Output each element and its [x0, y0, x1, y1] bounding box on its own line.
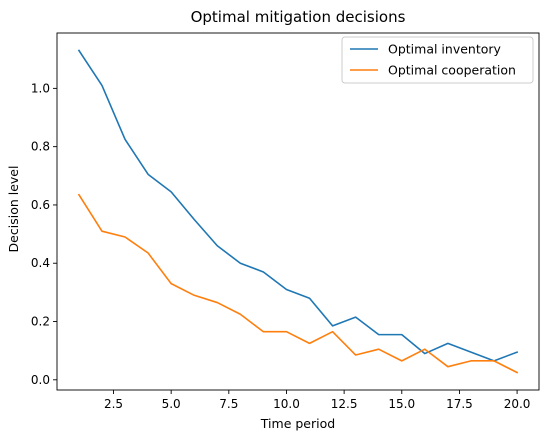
y-tick-label: 1.0 — [31, 81, 50, 95]
y-tick-label: 0.2 — [31, 315, 50, 329]
x-tick-label: 5.0 — [162, 397, 181, 411]
x-tick-label: 7.5 — [219, 397, 238, 411]
legend-box — [341, 36, 534, 84]
x-tick-label: 17.5 — [446, 397, 473, 411]
x-tick-label: 10.0 — [273, 397, 300, 411]
chart-title: Optimal mitigation decisions — [191, 8, 406, 26]
legend-label-0: Optimal inventory — [388, 42, 502, 57]
x-tick-label: 15.0 — [388, 397, 415, 411]
y-tick-label: 0.4 — [31, 256, 50, 270]
series-line-1 — [77, 193, 519, 374]
x-tick-label: 12.5 — [331, 397, 358, 411]
x-tick-label: 20.0 — [504, 397, 531, 411]
y-axis-label: Decision level — [6, 166, 21, 253]
y-tick-label: 0.0 — [31, 373, 50, 387]
y-tick-label: 0.8 — [31, 140, 50, 154]
series-line-0 — [77, 49, 519, 362]
x-tick-label: 2.5 — [104, 397, 123, 411]
legend-label-1: Optimal cooperation — [388, 63, 516, 78]
axes: 2.5 5.0 7.5 10.0 12.5 15.0 17.5 20.0 0.0 0.2 0.4 0.… — [31, 32, 540, 411]
axes-frame — [56, 32, 540, 391]
y-tick-label: 0.6 — [31, 198, 50, 212]
x-axis-label: Time period — [260, 416, 335, 431]
legend: Optimal inventory Optimal cooperation — [341, 36, 534, 84]
plot-area — [77, 49, 519, 374]
